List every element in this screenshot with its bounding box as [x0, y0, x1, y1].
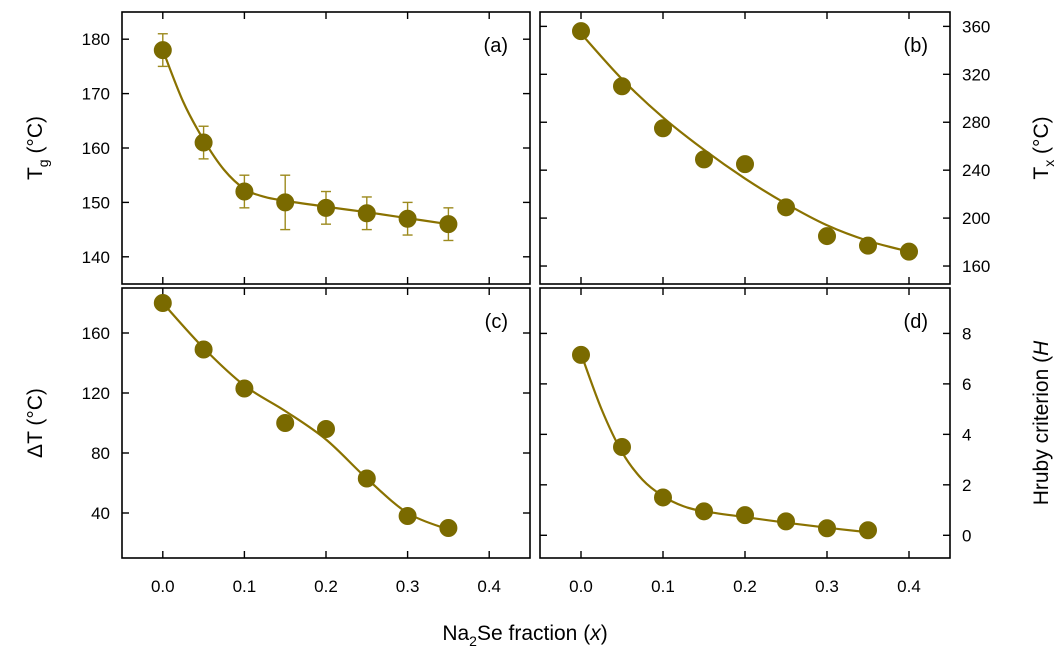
y-tick-label-b: 360 — [962, 17, 990, 36]
y-tick-label-b: 160 — [962, 257, 990, 276]
data-point-a — [317, 198, 335, 217]
y-tick-label-a: 180 — [82, 30, 110, 49]
x-tick-label-c: 0.0 — [151, 577, 175, 596]
y-tick-label-d: 6 — [962, 375, 971, 394]
fit-curve-b — [580, 32, 910, 253]
y-axis-title-a: Tg (°C) — [24, 116, 51, 180]
fit-curve-a — [161, 49, 449, 226]
y-tick-label-d: 2 — [962, 476, 971, 495]
panel-b: 160 200 240 280 320 360 (b) Tx (°C) — [539, 11, 1054, 285]
y-tick-label-d: 0 — [962, 526, 971, 545]
data-point-c — [235, 379, 254, 398]
data-point-c — [357, 469, 376, 488]
data-point-c — [398, 507, 417, 525]
x-tick-label-c: 0.4 — [477, 577, 501, 596]
y-tick-label-c: 160 — [82, 324, 110, 343]
data-point-a — [357, 204, 376, 223]
data-point-b — [695, 150, 713, 169]
data-point-c — [317, 420, 335, 438]
data-point-d — [736, 506, 754, 525]
y-tick-label-c: 120 — [82, 384, 110, 403]
y-tick-label-b: 320 — [962, 65, 990, 84]
x-tick-label-c: 0.3 — [396, 577, 420, 596]
data-point-c — [276, 414, 295, 432]
y-tick-label-a: 150 — [82, 193, 110, 212]
data-point-a — [398, 209, 417, 228]
data-point-b — [777, 198, 795, 217]
data-point-d — [613, 437, 631, 456]
data-point-a — [153, 41, 172, 60]
y-axis-title-c: ΔT (°C) — [24, 388, 47, 458]
data-point-b — [900, 242, 918, 261]
y-tick-label-b: 280 — [962, 113, 990, 132]
y-tick-label-d: 8 — [962, 324, 971, 343]
data-point-b — [572, 22, 590, 41]
data-point-a — [194, 133, 213, 152]
data-point-b — [654, 119, 672, 138]
y-tick-label-d: 4 — [962, 425, 971, 444]
y-tick-label-a: 170 — [82, 85, 110, 104]
panel-tag-d: (d) — [904, 311, 928, 333]
y-tick-label-b: 240 — [962, 161, 990, 180]
data-point-d — [695, 502, 713, 521]
data-point-c — [194, 340, 213, 359]
x-tick-label-d: 0.2 — [733, 577, 757, 596]
data-point-d — [572, 345, 590, 364]
data-point-a — [276, 193, 295, 212]
panel-tag-b: (b) — [904, 35, 928, 57]
y-tick-label-b: 200 — [962, 209, 990, 228]
panel-a-frame — [121, 11, 531, 285]
data-point-c — [153, 294, 172, 312]
panel-d: 0 2 4 6 8 0.0 0.1 0.2 0.3 0.4 (d) Hruby criterion (… — [539, 287, 1053, 596]
data-point-d — [818, 519, 836, 538]
y-tick-label-a: 140 — [82, 248, 110, 267]
panel-tag-c: (c) — [485, 311, 508, 333]
data-point-d — [654, 488, 672, 507]
data-point-a — [235, 182, 254, 201]
data-point-c — [439, 519, 458, 537]
data-point-a — [439, 215, 458, 234]
fit-curve-c — [161, 302, 449, 531]
x-axis-title: Na2Se fraction (x) — [442, 622, 607, 648]
data-point-d — [777, 512, 795, 531]
panel-b-frame — [539, 11, 951, 285]
y-tick-label-c: 40 — [91, 504, 110, 523]
x-tick-label-d: 0.4 — [897, 577, 921, 596]
y-axis-title-b: Tx (°C) — [1030, 116, 1054, 179]
x-tick-label-d: 0.3 — [815, 577, 839, 596]
panel-tag-a: (a) — [484, 35, 508, 57]
x-tick-label-d: 0.1 — [651, 577, 675, 596]
data-point-b — [859, 236, 877, 255]
x-tick-label-c: 0.2 — [314, 577, 338, 596]
y-axis-title-d: Hruby criterion (H — [1030, 340, 1053, 505]
panel-a: 140 150 160 170 180 (a) Tg (°C) — [24, 11, 531, 285]
x-tick-label-d: 0.0 — [569, 577, 593, 596]
y-tick-label-c: 80 — [91, 444, 110, 463]
data-point-b — [818, 227, 836, 246]
y-tick-label-a: 160 — [82, 139, 110, 158]
x-tick-label-c: 0.1 — [233, 577, 257, 596]
data-point-d — [859, 521, 877, 540]
data-point-b — [736, 155, 754, 174]
panel-c: 40 80 120 160 0.0 0.1 0.2 0.3 0.4 (c) ΔT (°C) — [24, 287, 531, 596]
data-point-b — [613, 77, 631, 96]
